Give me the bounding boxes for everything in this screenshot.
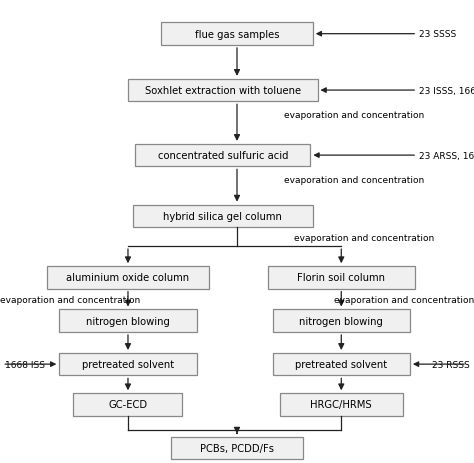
Text: PCBs, PCDD/Fs: PCBs, PCDD/Fs xyxy=(200,443,274,453)
Text: nitrogen blowing: nitrogen blowing xyxy=(86,316,170,326)
FancyBboxPatch shape xyxy=(59,353,197,375)
Text: evaporation and concentration: evaporation and concentration xyxy=(294,233,434,243)
FancyBboxPatch shape xyxy=(171,437,303,459)
FancyBboxPatch shape xyxy=(47,267,209,289)
Text: 23 ISSS, 1668 LCS: 23 ISSS, 1668 LCS xyxy=(419,87,474,95)
Text: evaporation and concentration: evaporation and concentration xyxy=(284,176,425,185)
Text: nitrogen blowing: nitrogen blowing xyxy=(300,316,383,326)
FancyBboxPatch shape xyxy=(135,144,310,167)
Text: hybrid silica gel column: hybrid silica gel column xyxy=(164,212,282,221)
FancyBboxPatch shape xyxy=(268,267,415,289)
FancyBboxPatch shape xyxy=(73,394,182,416)
Text: concentrated sulfuric acid: concentrated sulfuric acid xyxy=(157,151,288,161)
Text: evaporation and concentration: evaporation and concentration xyxy=(334,295,474,304)
Text: Florin soil column: Florin soil column xyxy=(297,273,385,283)
Text: Soxhlet extraction with toluene: Soxhlet extraction with toluene xyxy=(145,86,301,96)
Text: aluminium oxide column: aluminium oxide column xyxy=(66,273,190,283)
FancyBboxPatch shape xyxy=(273,310,410,332)
FancyBboxPatch shape xyxy=(280,394,403,416)
Text: pretreated solvent: pretreated solvent xyxy=(295,359,387,369)
Text: 23 SSSS: 23 SSSS xyxy=(419,30,457,39)
Text: GC-ECD: GC-ECD xyxy=(109,400,147,410)
Text: evaporation and concentration: evaporation and concentration xyxy=(284,111,425,120)
FancyBboxPatch shape xyxy=(273,353,410,375)
FancyBboxPatch shape xyxy=(133,205,313,228)
Text: 23 RSSS: 23 RSSS xyxy=(431,360,469,369)
FancyBboxPatch shape xyxy=(128,80,318,102)
FancyBboxPatch shape xyxy=(161,23,313,46)
Text: pretreated solvent: pretreated solvent xyxy=(82,359,174,369)
FancyBboxPatch shape xyxy=(59,310,197,332)
Text: evaporation and concentration: evaporation and concentration xyxy=(0,295,140,304)
Text: 23 ARSS, 1668 clean-up: 23 ARSS, 1668 clean-up xyxy=(419,151,474,160)
Text: 1668 ISS: 1668 ISS xyxy=(5,360,45,369)
Text: HRGC/HRMS: HRGC/HRMS xyxy=(310,400,372,410)
Text: flue gas samples: flue gas samples xyxy=(195,30,279,40)
